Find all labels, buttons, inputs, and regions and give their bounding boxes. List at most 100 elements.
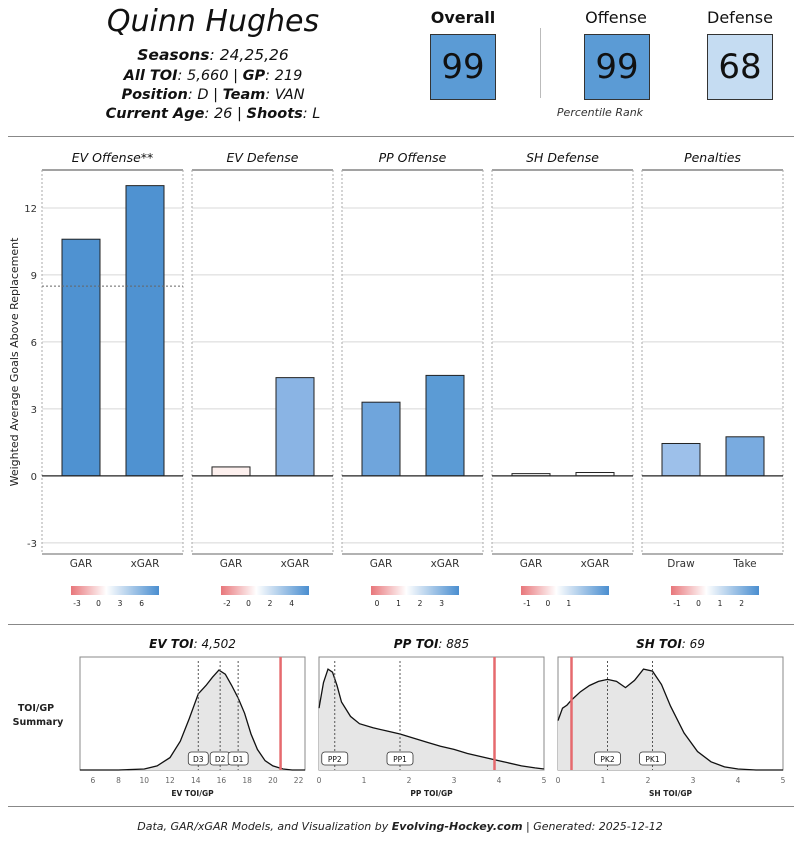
shoots-value: L bbox=[312, 106, 321, 122]
header-divider bbox=[8, 136, 794, 137]
footer-suffix: | Generated: 2025-12-12 bbox=[522, 820, 663, 833]
x-tick-label: 0 bbox=[317, 776, 322, 785]
panel-title: Penalties bbox=[684, 150, 741, 165]
legend-tick-label: 6 bbox=[139, 599, 144, 608]
gar-bar-chart: Weighted Average Goals Above Replacement… bbox=[8, 150, 784, 608]
y-tick-label: 0 bbox=[31, 472, 37, 483]
toi-line: All TOI: 5,660 | GP: 219 bbox=[123, 68, 303, 84]
legend-tick-label: 2 bbox=[739, 599, 744, 608]
x-tick-label: 12 bbox=[165, 776, 175, 785]
panel-title: EV Offense** bbox=[72, 150, 154, 165]
position-line: Position: D | Team: VAN bbox=[121, 87, 305, 103]
color-legend-bar bbox=[671, 586, 759, 595]
toi-label: All TOI bbox=[123, 68, 178, 84]
x-tick-label: xGAR bbox=[281, 558, 310, 570]
marker-box bbox=[227, 751, 249, 766]
color-legend-bar bbox=[221, 586, 309, 595]
x-tick-label: 14 bbox=[191, 776, 201, 785]
x-tick-label: 2 bbox=[646, 776, 651, 785]
legend-tick-label: 0 bbox=[375, 599, 380, 608]
marker-label: PP1 bbox=[393, 755, 407, 764]
offense-score-box: 99 bbox=[584, 34, 650, 100]
bar bbox=[61, 238, 101, 477]
marker-box bbox=[386, 751, 414, 766]
density-area bbox=[558, 669, 783, 770]
panel-title: PP Offense bbox=[379, 150, 447, 165]
x-tick-label: xGAR bbox=[131, 558, 160, 570]
toi-panel-title: SH TOI: 69 bbox=[636, 637, 705, 651]
seasons-value: 24,25,26 bbox=[219, 46, 289, 64]
y-tick-label: 6 bbox=[31, 338, 37, 349]
density-area bbox=[319, 669, 544, 770]
legend-tick-label: -1 bbox=[673, 599, 681, 608]
position-label: Position bbox=[121, 87, 188, 103]
overall-label: Overall bbox=[430, 8, 496, 27]
marker-label: PP2 bbox=[328, 755, 342, 764]
seasons-line: Seasons: 24,25,26 bbox=[137, 46, 289, 64]
score-divider bbox=[540, 28, 541, 98]
bar bbox=[725, 436, 765, 477]
legend-tick-label: 1 bbox=[566, 599, 571, 608]
x-tick-label: 0 bbox=[556, 776, 561, 785]
x-tick-label: 6 bbox=[90, 776, 95, 785]
x-axis-label: PP TOI/GP bbox=[410, 789, 453, 798]
x-tick-label: GAR bbox=[220, 558, 243, 570]
legend-tick-label: 0 bbox=[696, 599, 701, 608]
marker-box bbox=[594, 751, 621, 766]
color-legend-bar bbox=[371, 586, 459, 595]
position-value: D bbox=[197, 87, 209, 103]
gar-panel: EV Defense GAR xGAR -2 0 2 4 bbox=[191, 150, 334, 608]
toi-panel: EV TOI: 4,502 D3 D2 D1 6 8 10 12 14 16 18 20 22 EV TO… bbox=[79, 637, 306, 798]
y-axis-label: Weighted Average Goals Above Replacement bbox=[8, 237, 21, 486]
x-tick-label: 4 bbox=[497, 776, 502, 785]
y-tick-label: -3 bbox=[27, 539, 37, 550]
legend-tick-label: 1 bbox=[396, 599, 401, 608]
gar-panel: SH Defense GAR xGAR -1 0 1 bbox=[491, 150, 634, 608]
legend-tick-label: 3 bbox=[118, 599, 123, 608]
density-line bbox=[557, 668, 783, 771]
bar bbox=[211, 466, 251, 477]
seasons-label: Seasons bbox=[137, 46, 210, 64]
x-tick-label: xGAR bbox=[431, 558, 460, 570]
toi-title-label: EV TOI bbox=[149, 637, 194, 651]
x-tick-label: 5 bbox=[781, 776, 786, 785]
x-tick-label: 16 bbox=[217, 776, 227, 785]
gar-panel: PP Offense GAR xGAR 0 1 2 3 bbox=[341, 150, 484, 608]
toi-panel: SH TOI: 69 PK2 PK1 0 1 2 3 4 5 SH TOI/GP bbox=[556, 637, 786, 798]
age-value: 26 bbox=[213, 106, 233, 122]
bar bbox=[425, 374, 465, 477]
x-tick-label: 1 bbox=[601, 776, 606, 785]
gar-panel: Penalties Draw Take -1 0 1 2 bbox=[641, 150, 784, 608]
bar bbox=[661, 442, 701, 477]
toi-title-label: SH TOI bbox=[636, 637, 682, 651]
density-area bbox=[80, 670, 305, 770]
x-axis-label: SH TOI/GP bbox=[649, 789, 692, 798]
x-tick-label: GAR bbox=[70, 558, 93, 570]
x-tick-label: 10 bbox=[140, 776, 150, 785]
x-tick-label: 22 bbox=[294, 776, 304, 785]
x-tick-label: 18 bbox=[242, 776, 252, 785]
color-legend-bar bbox=[71, 586, 159, 595]
x-tick-label: GAR bbox=[520, 558, 543, 570]
chart-divider bbox=[8, 624, 794, 625]
y-tick-label: 9 bbox=[31, 271, 37, 282]
bar bbox=[275, 377, 315, 477]
x-tick-label: 20 bbox=[268, 776, 278, 785]
legend-tick-label: 0 bbox=[246, 599, 251, 608]
x-axis-label: EV TOI/GP bbox=[171, 789, 214, 798]
panel-title: SH Defense bbox=[526, 150, 599, 165]
x-tick-label: 2 bbox=[407, 776, 412, 785]
legend-tick-label: 2 bbox=[418, 599, 423, 608]
age-label: Current Age bbox=[105, 106, 205, 122]
x-tick-label: GAR bbox=[370, 558, 393, 570]
team-label: Team bbox=[222, 87, 266, 103]
gp-label: GP bbox=[242, 68, 266, 84]
marker-label: D2 bbox=[215, 755, 226, 764]
age-line: Current Age: 26 | Shoots: L bbox=[105, 106, 321, 122]
footer-brand: Evolving-Hockey.com bbox=[391, 820, 523, 833]
x-tick-label: 4 bbox=[736, 776, 741, 785]
x-tick-label: 3 bbox=[691, 776, 696, 785]
x-tick-label: Draw bbox=[667, 558, 695, 570]
defense-label: Defense bbox=[707, 8, 773, 27]
footer-divider bbox=[8, 806, 794, 807]
